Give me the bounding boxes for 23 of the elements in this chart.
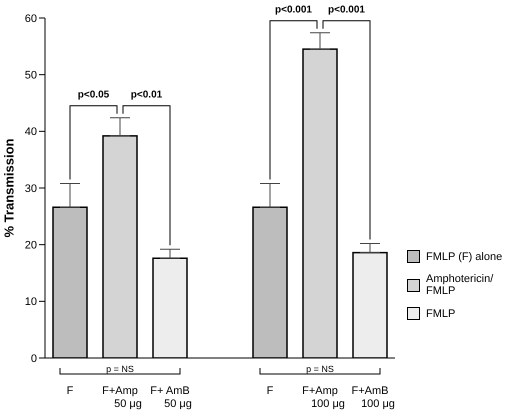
- legend-label: FMLP: [426, 308, 456, 320]
- annotation: p<0.05: [78, 90, 110, 101]
- y-tick-label: 60: [24, 12, 37, 25]
- y-tick-label: 20: [24, 240, 37, 252]
- text: p = NS: [106, 364, 134, 374]
- x-tick-label: F: [266, 385, 274, 397]
- y-tick-label: 10: [24, 296, 37, 308]
- annotation: p<0.01: [130, 90, 163, 101]
- x-tick-label: F+Amp 100 μg: [302, 385, 345, 410]
- legend-label: Amphotericin/ FMLP: [426, 273, 494, 297]
- y-tick-label: 0: [30, 352, 37, 365]
- x-tick-label: F: [66, 385, 74, 397]
- y-axis-title: % Transmission: [2, 138, 17, 238]
- y-tick-label: 40: [24, 126, 37, 138]
- text: p = NS: [306, 364, 334, 374]
- x-tick-label: F+Amp 50 μg: [102, 385, 142, 410]
- text: p<0.001: [328, 4, 366, 16]
- legend-label: FMLP (F) alone: [426, 250, 502, 262]
- y-tick-label: 30: [24, 182, 37, 195]
- x-tick-label: F+AmB 100 μg: [352, 385, 395, 410]
- x-tick-label: F+ AmB 50 μg: [150, 385, 192, 410]
- text: p<0.001: [275, 4, 312, 16]
- y-tick-label: 50: [24, 70, 37, 82]
